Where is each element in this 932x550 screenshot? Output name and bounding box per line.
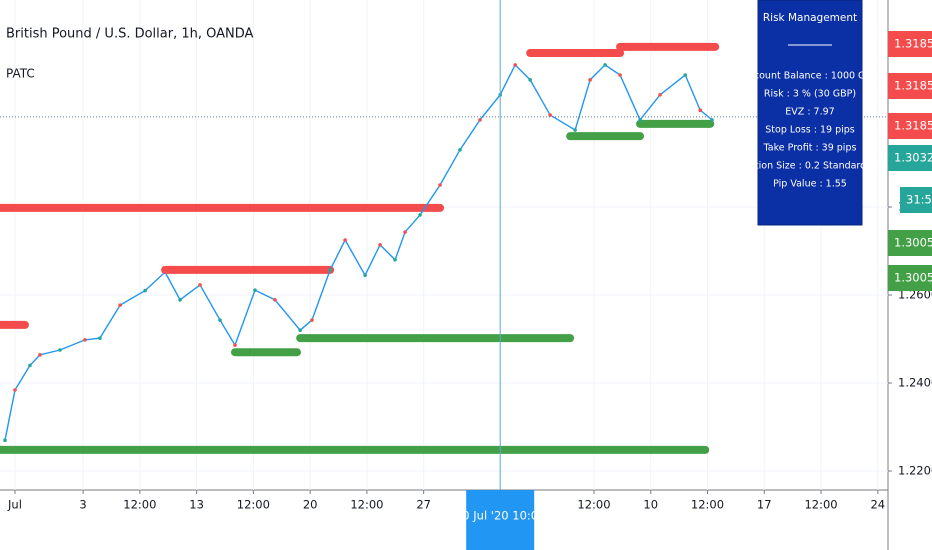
x-tick-label: 12:00 [123, 498, 156, 512]
price-point [618, 73, 622, 77]
price-point [403, 230, 407, 234]
x-tick-label: 12:00 [350, 498, 383, 512]
price-badge-label: 1.31859 [894, 119, 932, 133]
price-point [603, 63, 607, 67]
price-badge [888, 73, 932, 99]
price-point [58, 348, 62, 352]
x-tick-label: 3 [79, 498, 86, 512]
price-point [638, 118, 642, 122]
price-point [98, 336, 102, 340]
crosshair-label-box [466, 490, 535, 550]
x-tick-label: 13 [189, 498, 204, 512]
price-point [478, 118, 482, 122]
price-point [28, 363, 32, 368]
risk-panel-line: Position Size : 0.2 Standard Lot [736, 161, 884, 172]
crosshair-label: 30 Jul '20 10:00 [455, 509, 545, 523]
price-badge-label: 1.31859 [894, 79, 932, 93]
price-point [378, 243, 382, 247]
price-point [328, 268, 332, 272]
price-point [163, 270, 167, 274]
price-point [218, 318, 222, 322]
price-point [513, 63, 517, 67]
price-point [573, 128, 577, 132]
chart-title: British Pound / U.S. Dollar, 1h, OANDA [6, 27, 254, 42]
x-tick-label: 24 [870, 498, 885, 512]
price-badge-label: 1.31859 [894, 37, 932, 51]
price-point [143, 288, 147, 293]
risk-panel-line: EVZ : 7.97 [785, 107, 834, 118]
risk-panel-line: Account Balance : 1000 GBP [742, 71, 878, 82]
price-badge-label: 1.30325 [894, 151, 932, 165]
price-badge [888, 145, 932, 171]
price-point [363, 273, 367, 278]
risk-panel-line: Pip Value : 1.55 [773, 179, 847, 190]
price-point [83, 338, 87, 342]
risk-panel-line: Risk : 3 % (30 GBP) [764, 89, 856, 100]
x-tick-label: 12:00 [577, 498, 610, 512]
price-point [198, 283, 202, 287]
price-point [13, 388, 17, 392]
price-point [658, 93, 662, 97]
x-tick-label: 20 [303, 498, 318, 512]
price-badge [888, 113, 932, 139]
price-point [683, 73, 688, 77]
price-badge [900, 187, 932, 213]
y-tick-label: 1.26000 [898, 288, 932, 302]
price-badge [888, 230, 932, 256]
price-point [253, 288, 257, 292]
risk-panel-line: Stop Loss : 19 pips [765, 125, 855, 136]
indicator-name: PATC [6, 67, 35, 81]
price-point [3, 438, 7, 442]
x-tick-label: Jul [7, 498, 22, 512]
price-point [588, 78, 592, 82]
price-point [698, 108, 703, 113]
price-point [528, 78, 532, 82]
price-badge [888, 265, 932, 291]
price-badge-label: 1.30055 [894, 236, 932, 250]
risk-panel-line: Take Profit : 39 pips [763, 143, 857, 154]
price-point [118, 303, 122, 307]
y-tick-label: 1.24000 [898, 375, 932, 389]
price-point [418, 213, 422, 217]
risk-panel-title: Risk Management [763, 12, 857, 24]
price-badge-label: 1.30055 [894, 271, 932, 285]
price-point [710, 118, 714, 122]
price-point [458, 148, 462, 152]
price-point [343, 238, 347, 242]
x-tick-label: 17 [757, 498, 772, 512]
x-tick-label: 27 [416, 498, 431, 512]
price-point [298, 328, 302, 333]
y-tick-label: 1.22000 [898, 463, 932, 477]
price-point [310, 318, 314, 322]
x-tick-label: 12:00 [804, 498, 837, 512]
price-point [548, 113, 552, 117]
x-tick-label: 12:00 [691, 498, 724, 512]
x-tick-label: 10 [643, 498, 658, 512]
price-badge [888, 31, 932, 57]
risk-panel [757, 0, 863, 226]
price-badge-label: 31:55 [906, 193, 932, 207]
price-point [233, 343, 237, 347]
price-point [178, 298, 182, 302]
price-point [273, 298, 277, 302]
price-point [393, 258, 397, 262]
x-tick-label: 12:00 [237, 498, 270, 512]
price-point [438, 183, 442, 187]
price-point [38, 353, 42, 357]
